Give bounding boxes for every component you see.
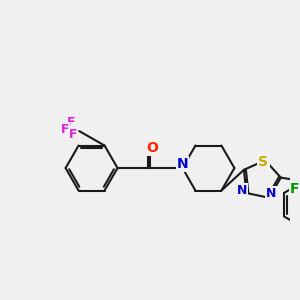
Text: F: F bbox=[61, 123, 69, 136]
Text: F: F bbox=[67, 116, 76, 129]
Text: N: N bbox=[237, 184, 247, 196]
Text: O: O bbox=[147, 141, 158, 155]
Text: N: N bbox=[177, 157, 188, 171]
Text: F: F bbox=[69, 128, 77, 140]
Text: S: S bbox=[258, 155, 268, 169]
Text: N: N bbox=[266, 187, 276, 200]
Text: F: F bbox=[290, 182, 300, 197]
